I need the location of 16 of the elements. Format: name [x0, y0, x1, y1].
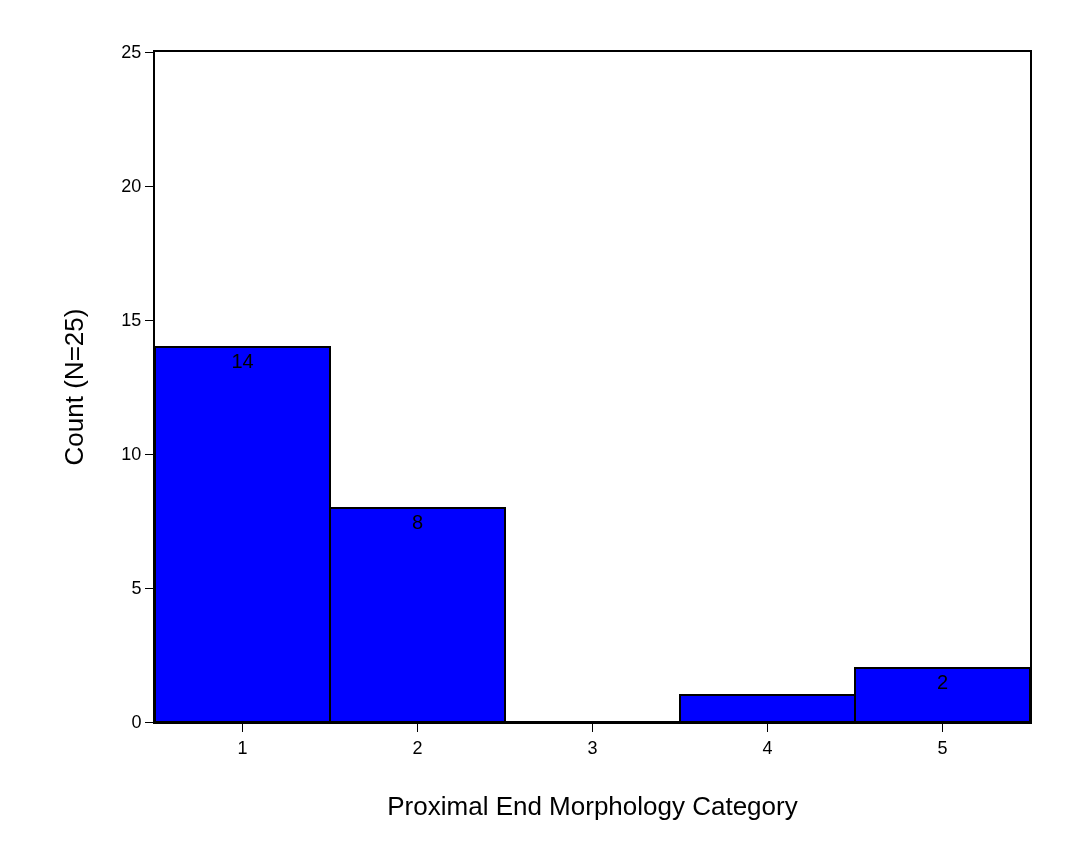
- y-tick-label: 0: [131, 712, 142, 733]
- x-tick-label: 1: [237, 737, 248, 758]
- x-tick-label: 3: [587, 737, 598, 758]
- y-tick-label: 15: [121, 310, 142, 331]
- y-tick-label: 10: [121, 444, 142, 465]
- data-label: 2: [936, 671, 949, 693]
- x-tick-label: 5: [937, 737, 948, 758]
- y-tick-label: 20: [121, 176, 142, 197]
- x-tick-label: 2: [412, 737, 423, 758]
- y-tick-label: 5: [131, 578, 142, 599]
- x-axis-title: Proximal End Morphology Category: [387, 790, 798, 821]
- data-label: 14: [231, 350, 254, 372]
- x-tick-label: 4: [762, 737, 773, 758]
- y-axis-title: Count (N=25): [59, 308, 90, 466]
- y-tick-label: 25: [121, 42, 142, 63]
- data-label: 8: [411, 511, 424, 533]
